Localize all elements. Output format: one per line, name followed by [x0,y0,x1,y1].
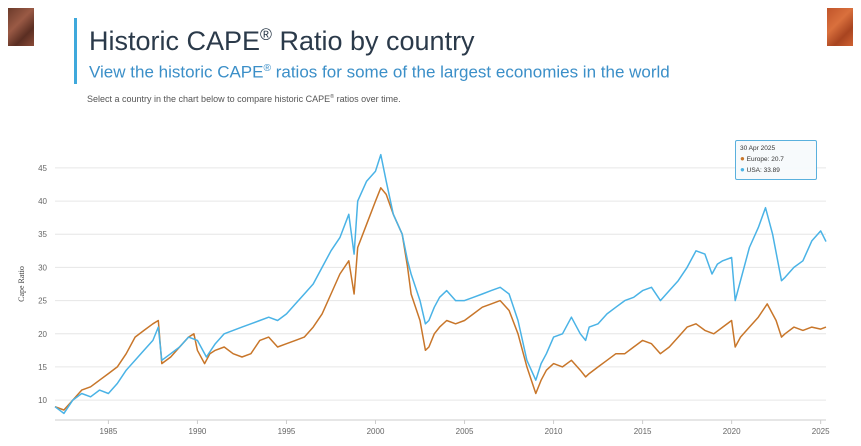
instruction-text: Select a country in the chart below to c… [87,94,401,104]
tooltip-usa-value: USA: 33.89 [746,167,780,174]
x-tick-label-2010: 2010 [545,427,563,436]
chart-tooltip: 30 Apr 2025 ● Europe: 20.7 ● USA: 33.89 [735,140,817,180]
decorative-image-left [8,8,34,46]
decorative-image-right [827,8,853,46]
subtitle-suffix: ratios for some of the largest economies… [271,62,670,82]
page-subtitle: View the historic CAPE® ratios for some … [89,58,670,84]
series-line-europe [54,187,827,411]
x-tick-label-2025: 2025 [812,427,830,436]
x-tick-label-1985: 1985 [100,427,118,436]
title-registered-mark: ® [260,26,272,44]
y-tick-label-45: 45 [38,164,47,173]
x-tick-label-2005: 2005 [456,427,474,436]
instruction-main: Select a country in the chart below to c… [87,94,331,104]
header: Historic CAPE® Ratio by country View the… [74,18,670,84]
y-tick-label-30: 30 [38,263,47,272]
y-tick-label-15: 15 [38,363,47,372]
x-tick-label-2015: 2015 [634,427,652,436]
y-tick-label-25: 25 [38,297,47,306]
instruction-suffix: ratios over time. [334,94,401,104]
y-tick-label-20: 20 [38,330,47,339]
tooltip-usa-row: ● USA: 33.89 [740,165,812,176]
instruction-registered-mark: ® [330,94,335,100]
series-line-usa [54,153,827,415]
y-axis-label: Cape Ratio [17,266,26,302]
y-tick-label-10: 10 [38,396,47,405]
x-tick-label-2020: 2020 [723,427,741,436]
tooltip-date: 30 Apr 2025 [740,145,776,152]
x-tick-label-1990: 1990 [189,427,207,436]
y-tick-label-35: 35 [38,230,47,239]
usa-bullet-icon: ● [740,165,745,174]
title-text: Historic CAPE [89,26,261,56]
x-tick-label-1995: 1995 [278,427,296,436]
title-suffix: Ratio by country [271,26,475,56]
y-tick-label-40: 40 [38,197,47,206]
x-tick-label-2000: 2000 [367,427,385,436]
tooltip-europe-value: Europe: 20.7 [746,156,784,163]
europe-bullet-icon: ● [740,154,745,163]
tooltip-europe-row: ● Europe: 20.7 [740,154,812,165]
page-title: Historic CAPE® Ratio by country [89,18,670,58]
subtitle-text: View the historic CAPE [89,62,264,82]
subtitle-registered-mark: ® [263,63,271,74]
